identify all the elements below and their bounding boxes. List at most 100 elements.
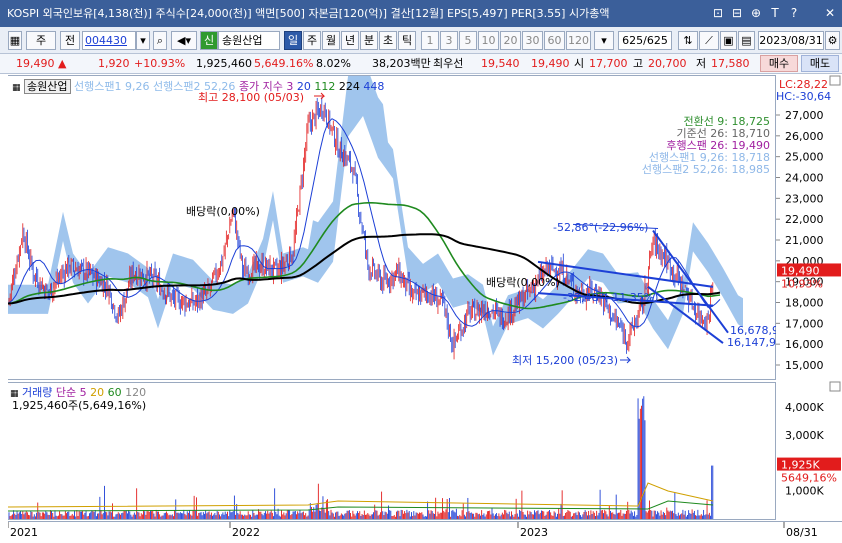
stock-name-field[interactable]: 송원산업 <box>218 31 280 50</box>
interval-120[interactable]: 120 <box>566 31 591 50</box>
chart-area[interactable]: 최고 28,100 (05/03) 최저 15,200 (05/23) 배당락(0,… <box>0 55 842 539</box>
sell-button[interactable]: 매도 <box>801 55 839 72</box>
current-pct-label: 10,93% <box>781 277 823 290</box>
stock-type-select[interactable]: 주 <box>26 31 56 50</box>
volume-bars <box>8 396 714 519</box>
prev-button[interactable]: 전 <box>60 31 80 50</box>
volume-ma-label[interactable]: 단순 <box>55 386 77 399</box>
high-label: 고 <box>633 57 644 70</box>
low-price: 17,580 <box>711 57 750 70</box>
data-count-field[interactable]: 625/625 <box>618 31 672 50</box>
y-axis: 27,000 26,000 25,000 24,000 23,000 22,000 21,0… <box>776 75 842 521</box>
interval-dropdown[interactable]: ▾ <box>594 31 614 50</box>
interval-5[interactable]: 5 <box>459 31 477 50</box>
annotation-trend-1: 16,678,9 <box>730 324 776 337</box>
up-arrow-icon: ▲ <box>58 57 67 70</box>
trendline-channel <box>647 286 724 344</box>
pin-icon[interactable]: ⊕ <box>750 6 762 20</box>
open-price: 17,700 <box>589 57 628 70</box>
font-icon[interactable]: T <box>771 6 779 20</box>
candles <box>8 97 714 360</box>
interval-30[interactable]: 30 <box>522 31 543 50</box>
interval-60[interactable]: 60 <box>544 31 565 50</box>
line-tool-icon[interactable]: ⟋ <box>699 31 719 50</box>
scroll-up-button[interactable] <box>829 75 841 86</box>
current-price-tag <box>777 263 841 277</box>
turnover-pct: 8.02% <box>316 57 351 70</box>
ichimoku-legend-item: 기준선 26: 18,710 <box>676 127 770 140</box>
window-icon[interactable]: ⊡ <box>712 6 724 20</box>
legend-ma112[interactable]: 112 <box>314 80 336 93</box>
volume-chart[interactable] <box>7 383 776 521</box>
calendar-icon[interactable]: ▤ <box>738 31 755 50</box>
interval-20[interactable]: 20 <box>500 31 521 50</box>
period-minute[interactable]: 분 <box>360 31 378 50</box>
stock-code-input[interactable]: 004430 <box>82 31 136 50</box>
interval-1[interactable]: 1 <box>421 31 439 50</box>
annotations: 최고 28,100 (05/03) 최저 15,200 (05/23) 배당락(0,… <box>186 91 779 367</box>
chart-toolbar: ▦ 주 전 004430 ▾ ⌕ ◀▾ 신 송원산업 일 주 월 년 분 초 틱… <box>0 27 842 54</box>
period-second[interactable]: 초 <box>379 31 397 50</box>
period-year[interactable]: 년 <box>341 31 359 50</box>
annotation-trend-2: 16,147,9 <box>727 336 776 349</box>
interval-3[interactable]: 3 <box>440 31 458 50</box>
y-tick: 22,000 <box>785 213 824 226</box>
annotation-channel-mid: -32,48°(-11,35%) <box>563 291 658 304</box>
price-pane[interactable]: 최고 28,100 (05/03) 최저 15,200 (05/23) 배당락(0,… <box>7 55 779 381</box>
annotation-low: 최저 15,200 (05/23) <box>512 354 618 367</box>
open-label: 시 <box>574 57 585 70</box>
grid-icon[interactable]: ▦ <box>8 31 22 50</box>
current-volume-pct: 5649,16% <box>781 472 837 485</box>
price-change: 1,920 <box>98 57 130 70</box>
y-tick: 16,000 <box>785 338 824 351</box>
current-volume-label: 1,925K <box>781 459 820 472</box>
annotation-dividend-1: 배당락(0,00%) <box>186 205 260 218</box>
volume-label[interactable]: 거래량 <box>22 386 53 399</box>
volume-y-tick: 3,000K <box>785 429 824 442</box>
ma112-line <box>7 202 721 310</box>
period-month[interactable]: 월 <box>322 31 340 50</box>
restore-icon[interactable]: ⊟ <box>731 6 743 20</box>
legend-ma448[interactable]: 448 <box>363 80 385 93</box>
legend-span1[interactable]: 선행스팬1 9,26 <box>74 80 150 93</box>
trade-amount: 38,203백만 <box>372 57 431 70</box>
volume-ma20[interactable]: 20 <box>90 386 105 399</box>
period-tick[interactable]: 틱 <box>398 31 416 50</box>
save-icon[interactable]: ▣ <box>720 31 737 50</box>
chevron-down-icon[interactable]: ▾ <box>136 31 150 50</box>
buy-button[interactable]: 매수 <box>760 55 798 72</box>
volume-ma5[interactable]: 5 <box>79 386 87 399</box>
cloud-area <box>8 55 743 356</box>
legend-ma20[interactable]: 20 <box>296 80 311 93</box>
settings-icon[interactable]: ⚙ <box>825 31 840 50</box>
price-chart[interactable]: 최고 28,100 (05/03) 최저 15,200 (05/23) 배당락(0,… <box>7 55 779 381</box>
annotation-channel-top: -52,86°(-22,96%) <box>553 221 648 234</box>
volume-value: 1,925,460 <box>196 57 252 70</box>
volume-pane[interactable] <box>7 382 776 521</box>
legend-ma224[interactable]: 224 <box>338 80 360 93</box>
legend-stock-name[interactable]: 송원산업 <box>24 79 71 94</box>
date-field[interactable]: 2023/08/31 <box>758 31 824 50</box>
scroll-down-button[interactable] <box>829 381 841 392</box>
trendline-fall <box>652 229 729 334</box>
trendline-top <box>537 260 714 288</box>
help-icon[interactable]: ? <box>790 6 798 20</box>
speaker-icon[interactable]: ◀▾ <box>171 31 197 50</box>
y-axis-svg: 27,000 26,000 25,000 24,000 23,000 22,000 21,0… <box>776 75 841 497</box>
search-icon[interactable]: ⌕ <box>153 31 167 50</box>
volume-ma60[interactable]: 60 <box>107 386 122 399</box>
volume-legend: ▦ 거래량 단순 5 20 60 120 <box>10 384 146 400</box>
legend-span2[interactable]: 선행스팬2 52,26 <box>152 80 236 93</box>
ichimoku-legend: 전환선 9: 18,725 기준선 26: 18,710 후행스팬 26: 19,4… <box>642 116 770 176</box>
volume-ma120[interactable]: 120 <box>125 386 147 399</box>
period-week[interactable]: 주 <box>303 31 321 50</box>
indicator-icon[interactable]: ⇅ <box>678 31 698 50</box>
current-volume-tag <box>777 457 841 471</box>
period-day[interactable]: 일 <box>284 31 302 50</box>
legend-close[interactable]: 종가 지수 3 <box>238 80 294 93</box>
low-label: 저 <box>696 57 707 70</box>
interval-10[interactable]: 10 <box>478 31 499 50</box>
lc-label: LC:28,22 <box>779 78 829 91</box>
close-icon[interactable]: ✕ <box>824 6 836 20</box>
market-badge: 신 <box>200 31 218 50</box>
